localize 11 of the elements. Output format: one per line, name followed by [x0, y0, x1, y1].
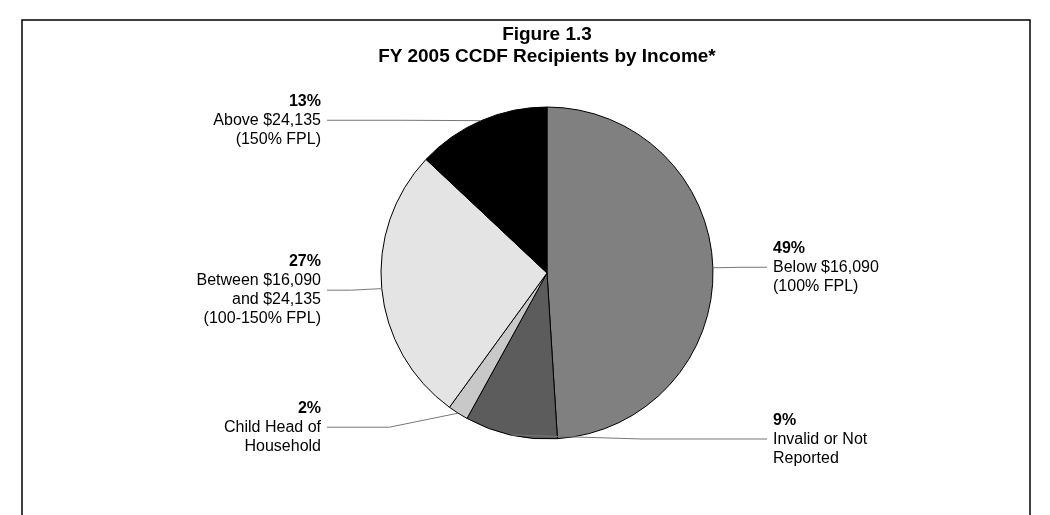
- data-label: 9%: [773, 410, 797, 428]
- slice-label: Child Head of Household: [224, 417, 322, 454]
- data-label: 13%: [288, 91, 321, 109]
- data-label: 27%: [288, 252, 321, 270]
- slice-label: Invalid or Not Reported: [773, 429, 868, 466]
- slice-label: Above $24,135 (150% FPL): [213, 110, 322, 147]
- slice-label: Below $16,090 (100% FPL): [773, 257, 879, 294]
- data-label: 2%: [297, 398, 321, 416]
- data-label: 49%: [773, 238, 806, 256]
- slice-label: Between $16,090 and $24,135 (100-150% FPL): [196, 271, 322, 327]
- chart-title: Figure 1.3 FY 2005 CCDF Recipients by Income*: [378, 23, 717, 66]
